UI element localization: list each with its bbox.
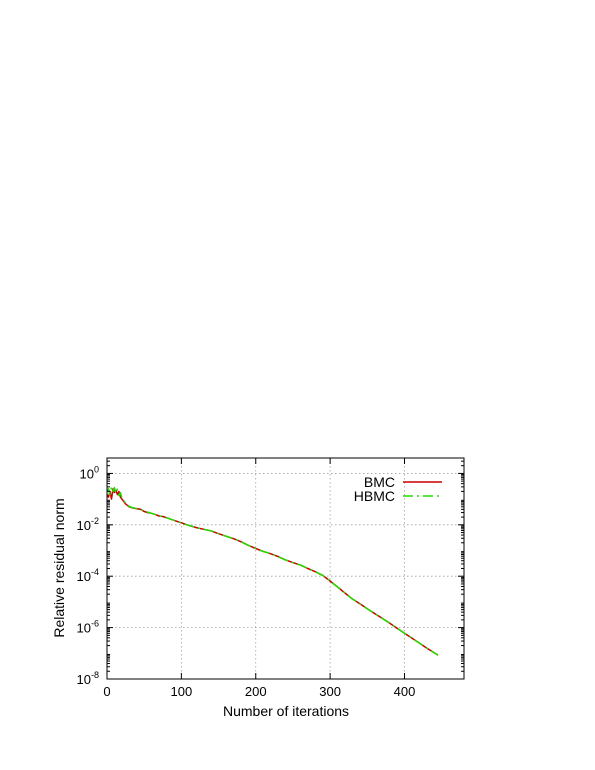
- y-axis-title: Relative residual norm: [51, 498, 67, 637]
- y-tick-label: 10-2: [77, 516, 99, 533]
- legend: BMC HBMC: [354, 474, 442, 504]
- y-tick-label: 10-6: [77, 619, 99, 636]
- plot-frame: [106, 457, 465, 680]
- x-tick-label: 0: [103, 684, 110, 699]
- ticks-layer: 0 100 200 300 400 100 10-2 10-4 10-6 10-8: [77, 458, 464, 699]
- series-layer: [106, 486, 439, 656]
- series-line-hbmc: [106, 486, 439, 656]
- series-line-bmc: [106, 488, 439, 656]
- x-axis-title: Number of iterations: [223, 703, 349, 719]
- x-tick-label: 100: [171, 684, 193, 699]
- y-tick-label: 100: [80, 464, 99, 481]
- x-tick-label: 200: [245, 684, 267, 699]
- y-tick-label: 10-4: [77, 567, 99, 584]
- x-tick-label: 400: [394, 684, 416, 699]
- legend-label-hbmc: HBMC: [354, 488, 395, 504]
- grid-layer: [107, 458, 464, 679]
- x-tick-label: 300: [319, 684, 341, 699]
- legend-label-bmc: BMC: [364, 474, 395, 490]
- y-tick-label: 10-8: [77, 670, 99, 687]
